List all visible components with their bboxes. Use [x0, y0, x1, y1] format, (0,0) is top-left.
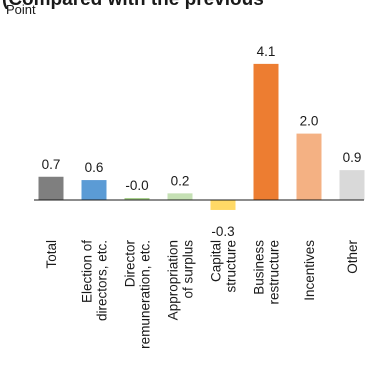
data-label-3: 0.2 [171, 173, 190, 188]
category-label-6: Incentives [302, 240, 317, 301]
category-label-1: Election ofdirectors, etc. [80, 240, 110, 321]
data-label-4: -0.3 [211, 224, 234, 239]
bar-2 [124, 198, 150, 200]
data-label-1: 0.6 [85, 160, 104, 175]
category-label-0: Total [44, 240, 59, 269]
bar-0 [38, 176, 64, 200]
bar-6 [296, 133, 322, 200]
data-label-7: 0.9 [343, 150, 362, 165]
category-label-4: Capitalstructure [209, 240, 239, 293]
data-label-5: 4.1 [257, 44, 276, 59]
bar-1 [81, 180, 107, 200]
bar-4 [210, 200, 236, 210]
category-label-3: Appropriationof surplus [166, 240, 196, 321]
bar-5 [253, 63, 279, 200]
y-axis-unit-label: Point [6, 2, 36, 17]
bar-7 [339, 170, 365, 200]
data-label-0: 0.7 [42, 157, 61, 172]
bar-3 [167, 193, 193, 200]
data-label-6: 2.0 [300, 114, 319, 129]
chart-title: (Compared with the previous [2, 0, 264, 11]
category-label-5: Businessrestructure [252, 240, 282, 305]
data-label-2: -0.0 [125, 178, 148, 193]
category-label-2: Directorremuneration, etc. [123, 240, 153, 349]
category-label-7: Other [345, 239, 360, 273]
